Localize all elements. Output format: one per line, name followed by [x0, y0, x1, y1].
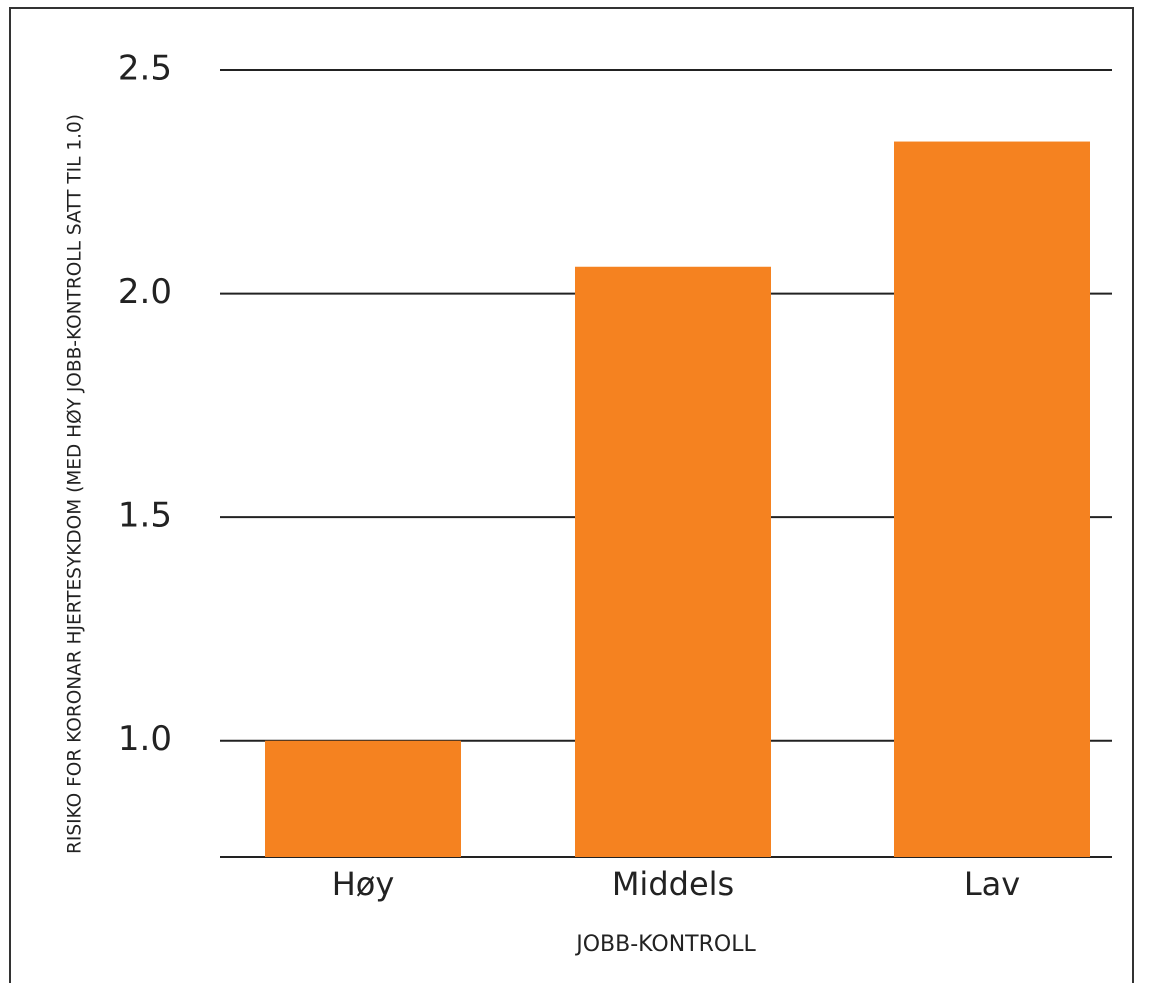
bar	[575, 266, 771, 857]
x-tick-label: Lav	[964, 865, 1020, 903]
y-tick-label: 2.5	[118, 49, 172, 89]
y-axis-label: RISIKO FOR KORONAR HJERTESYKDOM (MED HØY…	[64, 114, 86, 854]
y-tick-label: 2.0	[118, 272, 172, 312]
frame	[9, 7, 1134, 983]
x-axis-label: JOBB-KONTROLL	[574, 932, 756, 957]
x-tick-label: Høy	[332, 865, 395, 903]
y-tick-label: 1.5	[118, 496, 172, 536]
y-tick-label: 1.0	[118, 719, 172, 759]
bar	[894, 141, 1090, 857]
x-tick-label: Middels	[612, 865, 734, 903]
bar	[265, 740, 461, 857]
